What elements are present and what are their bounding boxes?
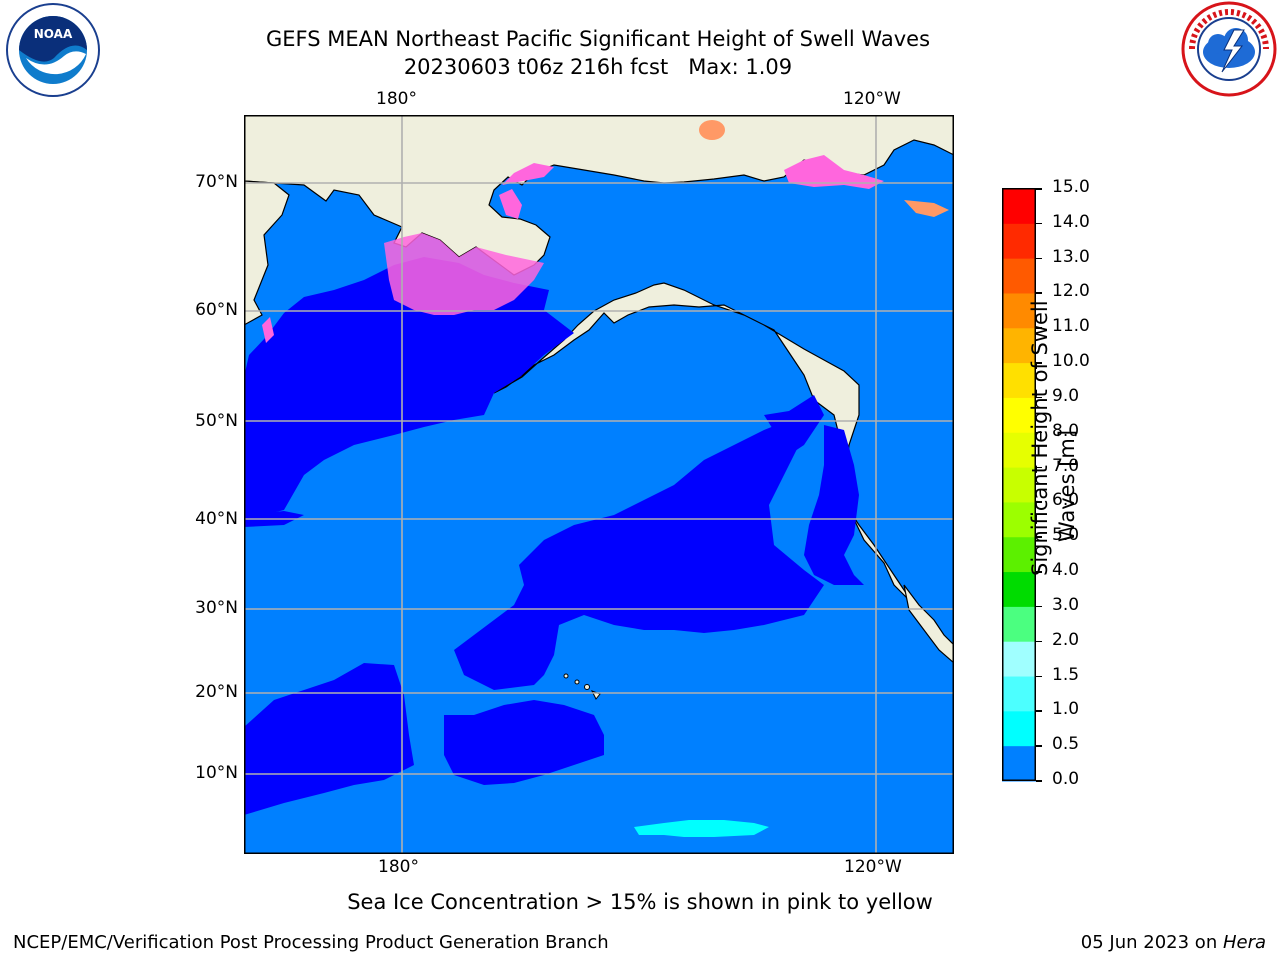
lat-label-30n: 30°N — [195, 598, 238, 618]
lat-label-60n: 60°N — [195, 300, 238, 320]
colorbar-block — [1002, 328, 1036, 364]
swell-1.0-1.5 — [634, 820, 769, 837]
colorbar-tick-label: 0.5 — [1052, 734, 1080, 755]
date-value: 05 Jun 2023 on — [1080, 932, 1223, 953]
colorbar-block — [1002, 676, 1036, 712]
colorbar-block — [1002, 467, 1036, 503]
machine-name: Hera — [1222, 932, 1266, 953]
lon-label-bottom-120w: 120°W — [844, 857, 902, 877]
colorbar-tick-label: 5.0 — [1052, 525, 1080, 546]
colorbar-tick-label: 8.0 — [1052, 420, 1080, 441]
colorbar-tick-label: 15.0 — [1052, 177, 1090, 197]
lat-label-20n: 20°N — [195, 682, 238, 702]
map-frame — [244, 115, 954, 854]
map-title: GEFS MEAN Northeast Pacific Significant … — [265, 27, 931, 51]
lon-label-top-120w: 120°W — [843, 89, 901, 109]
colorbar-tick-mark — [1036, 710, 1042, 712]
colorbar-tick-label: 1.0 — [1052, 699, 1080, 720]
colorbar-block — [1002, 641, 1036, 678]
map-plot — [244, 115, 954, 854]
colorbar-block — [1002, 711, 1036, 747]
colorbar-tick-label: 4.0 — [1052, 560, 1080, 581]
colorbar-tick-mark — [1036, 292, 1042, 294]
noaa-logo-icon: NOAA — [6, 3, 100, 97]
colorbar-tick-label: 11.0 — [1052, 316, 1090, 337]
colorbar-tick-label: 10.0 — [1052, 351, 1090, 372]
colorbar-tick-mark — [1036, 780, 1042, 782]
colorbar-label-line2: Waves [m] — [1055, 429, 1079, 543]
colorbar-tick-label: 3.0 — [1052, 594, 1080, 615]
colorbar-tick-label: 1.5 — [1052, 664, 1080, 685]
colorbar-block — [1002, 502, 1036, 538]
colorbar-tick-mark — [1036, 222, 1042, 225]
date-text: 05 Jun 2023 on Hera — [1081, 932, 1266, 953]
lat-label-70n: 70°N — [195, 172, 238, 192]
colorbar-tick-mark — [1036, 501, 1042, 503]
credit-text: NCEP/EMC/Verification Post Processing Pr… — [13, 932, 609, 953]
colorbar-tick-mark — [1036, 257, 1042, 260]
colorbar-tick-mark — [1036, 536, 1042, 538]
colorbar-block — [1002, 223, 1036, 260]
colorbar-tick-label: 6.0 — [1052, 490, 1080, 511]
colorbar — [1002, 188, 1036, 782]
sea-ice-note: Sea Ice Concentration > 15% is shown in … — [347, 890, 933, 914]
colorbar-tick-label: 0.0 — [1052, 769, 1080, 789]
lat-label-10n: 10°N — [195, 763, 238, 783]
colorbar-tick-label: 14.0 — [1052, 211, 1090, 232]
colorbar-tick-mark — [1036, 188, 1042, 190]
lon-label-top-180: 180° — [376, 89, 417, 109]
nws-logo-icon — [1181, 1, 1277, 97]
colorbar-tick-label: 13.0 — [1052, 246, 1090, 267]
colorbar-tick-mark — [1036, 745, 1042, 747]
map-subtitle: 20230603 t06z 216h fcst Max: 1.09 — [403, 55, 793, 79]
land — [244, 115, 954, 665]
colorbar-tick-label: 9.0 — [1052, 385, 1080, 406]
colorbar-tick-mark — [1036, 675, 1042, 678]
colorbar-tick-label: 7.0 — [1052, 455, 1080, 476]
lat-label-40n: 40°N — [195, 509, 238, 529]
colorbar-tick-mark — [1036, 466, 1042, 469]
swell-0-0.5 — [244, 257, 864, 815]
colorbar-tick-mark — [1036, 362, 1042, 364]
colorbar-tick-mark — [1036, 605, 1042, 608]
colorbar-block — [1002, 572, 1036, 608]
colorbar-block — [1002, 397, 1036, 434]
graticule — [244, 115, 954, 854]
colorbar-block — [1002, 746, 1036, 782]
colorbar-label-line1: Significant Height of Swell — [1028, 300, 1052, 576]
lon-label-bottom-180: 180° — [378, 857, 419, 877]
noaa-logo-text: NOAA — [34, 27, 73, 41]
lat-label-50n: 50°N — [195, 411, 238, 431]
sea-ice — [262, 120, 949, 343]
colorbar-block — [1002, 293, 1036, 329]
colorbar-tick-mark — [1036, 396, 1042, 399]
colorbar-block — [1002, 606, 1036, 643]
colorbar-block — [1002, 432, 1036, 469]
colorbar-block — [1002, 258, 1036, 294]
colorbar-tick-label: 2.0 — [1052, 629, 1080, 650]
colorbar-block — [1002, 537, 1036, 573]
colorbar-tick-mark — [1036, 640, 1042, 643]
colorbar-block — [1002, 363, 1036, 399]
colorbar-tick-mark — [1036, 327, 1042, 329]
colorbar-tick-mark — [1036, 431, 1042, 434]
colorbar-tick-label: 12.0 — [1052, 281, 1090, 302]
colorbar-block — [1002, 189, 1036, 225]
colorbar-tick-mark — [1036, 571, 1042, 573]
